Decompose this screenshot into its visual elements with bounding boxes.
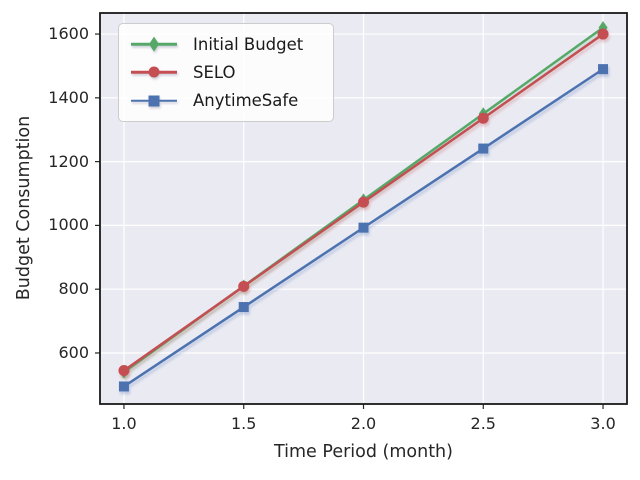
legend-line-sample <box>131 92 177 109</box>
square-marker-icon <box>598 64 609 75</box>
legend: Initial Budget SELO AnytimeSafe <box>118 23 334 122</box>
circle-marker-icon <box>118 365 130 377</box>
plot-frame <box>99 12 628 405</box>
legend-line-sample <box>131 36 177 53</box>
square-marker-icon <box>478 143 489 154</box>
y-axis-label: Budget Consumption <box>14 115 34 301</box>
circle-marker-icon <box>477 112 489 124</box>
square-marker-icon <box>358 222 369 233</box>
circle-marker-icon <box>148 66 160 78</box>
legend-entry-initial-budget: Initial Budget <box>131 31 321 57</box>
legend-label: Initial Budget <box>193 34 304 54</box>
diamond-marker-icon <box>149 36 159 52</box>
square-marker-icon <box>238 302 249 313</box>
legend-entry-selo: SELO <box>131 59 321 85</box>
series-selo <box>118 28 609 377</box>
legend-label: SELO <box>193 62 236 82</box>
legend-label: AnytimeSafe <box>193 91 299 111</box>
series-anytimesafe <box>118 64 609 392</box>
square-marker-icon <box>148 95 160 107</box>
legend-line-sample <box>131 64 177 81</box>
x-axis-label: Time Period (month) <box>274 442 453 462</box>
circle-marker-icon <box>238 280 250 292</box>
circle-marker-icon <box>358 196 369 208</box>
legend-entry-anytimesafe: AnytimeSafe <box>131 88 321 114</box>
circle-marker-icon <box>597 28 609 40</box>
square-marker-icon <box>118 381 129 392</box>
